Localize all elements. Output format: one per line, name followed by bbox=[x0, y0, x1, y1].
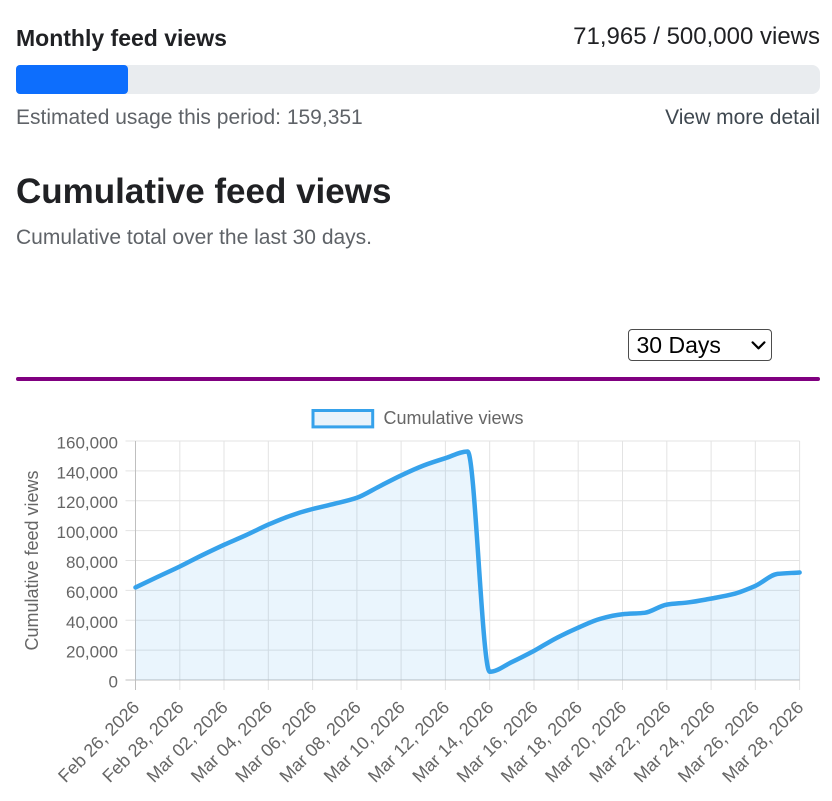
svg-text:60,000: 60,000 bbox=[66, 583, 118, 602]
svg-text:160,000: 160,000 bbox=[57, 434, 118, 453]
svg-text:140,000: 140,000 bbox=[57, 463, 118, 482]
svg-text:20,000: 20,000 bbox=[66, 643, 118, 662]
svg-text:80,000: 80,000 bbox=[66, 553, 118, 572]
svg-text:120,000: 120,000 bbox=[57, 493, 118, 512]
svg-text:40,000: 40,000 bbox=[66, 613, 118, 632]
svg-text:0: 0 bbox=[109, 673, 118, 692]
svg-text:Cumulative feed views: Cumulative feed views bbox=[22, 470, 42, 650]
svg-text:Cumulative views: Cumulative views bbox=[384, 408, 524, 428]
svg-text:100,000: 100,000 bbox=[57, 523, 118, 542]
